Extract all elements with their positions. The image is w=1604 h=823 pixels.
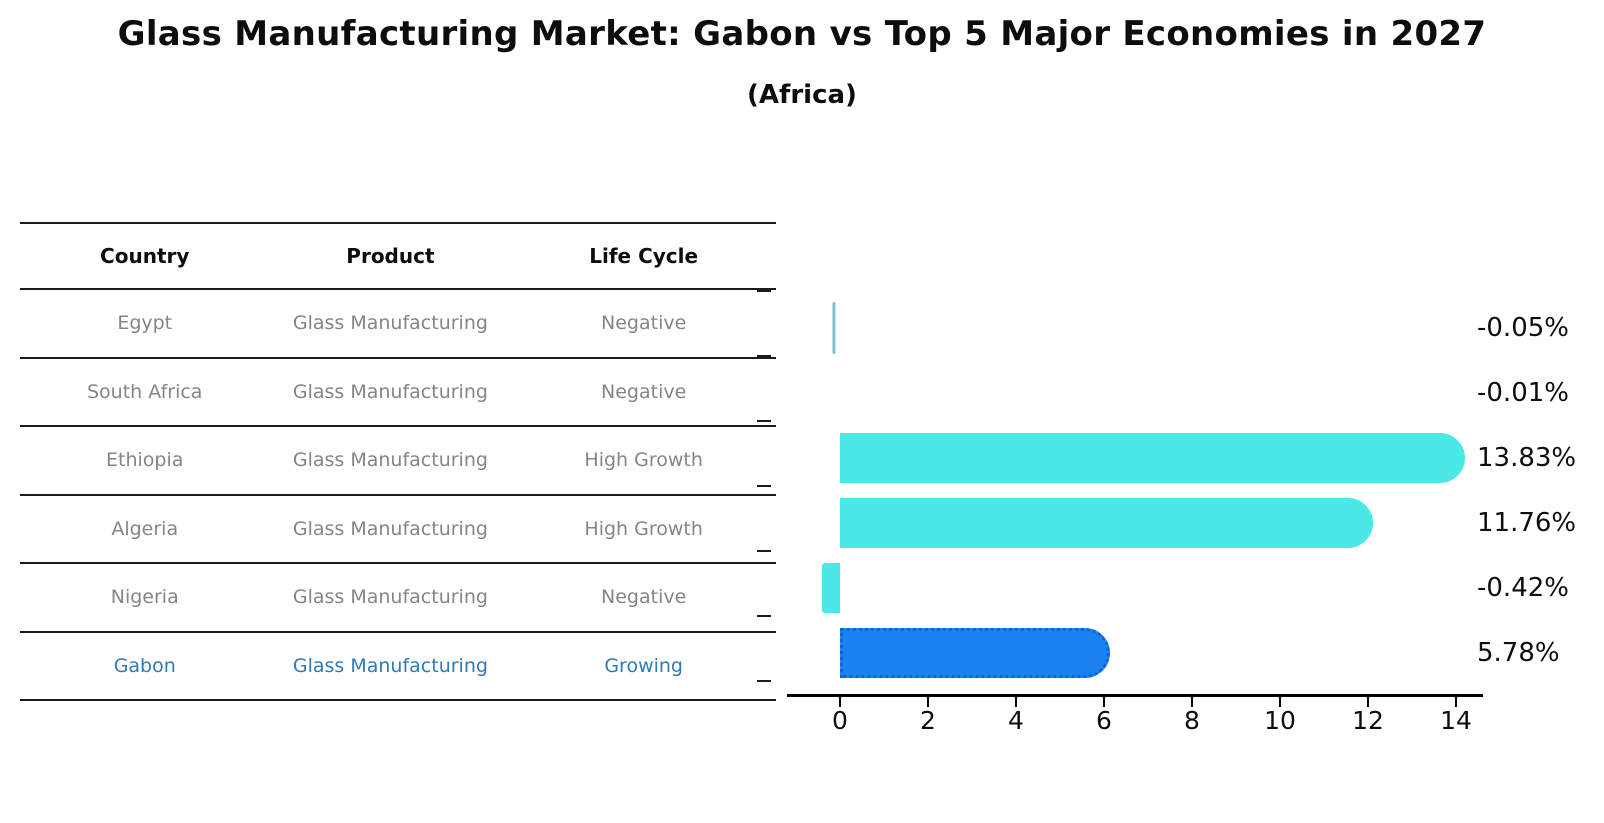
- x-axis-tick-label: 10: [1264, 706, 1296, 735]
- table-header-country: Country: [100, 244, 190, 268]
- x-axis-tick-label: 0: [832, 706, 848, 735]
- table-cell-country: Gabon: [113, 654, 176, 677]
- x-axis-tick: [1103, 697, 1105, 707]
- table-cell-lifecycle: Negative: [601, 586, 687, 609]
- table-header-product: Product: [346, 244, 435, 268]
- x-axis-tick: [1191, 697, 1193, 707]
- x-axis-tick: [1279, 697, 1281, 707]
- bar-value-label: -0.42%: [1477, 573, 1569, 603]
- x-axis-tick-label: 14: [1440, 706, 1472, 735]
- table-cell-product: Glass Manufacturing: [292, 654, 488, 677]
- chart-bar-ethiopia: [840, 433, 1465, 483]
- x-axis-tick-label: 12: [1352, 706, 1384, 735]
- bar-value-label: 5.78%: [1477, 638, 1560, 668]
- table-row: Algeria Glass Manufacturing High Growth: [20, 496, 776, 564]
- x-axis-tick-label: 8: [1184, 706, 1200, 735]
- table-row: Egypt Glass Manufacturing Negative: [20, 290, 776, 359]
- table-header-lifecycle: Life Cycle: [589, 244, 699, 268]
- x-axis-tick: [1455, 697, 1457, 707]
- table-row: Ethiopia Glass Manufacturing High Growth: [20, 427, 776, 496]
- chart-bar-gabon: [840, 628, 1111, 678]
- table-cell-product: Glass Manufacturing: [292, 380, 488, 403]
- table-row: South Africa Glass Manufacturing Negative: [20, 359, 776, 427]
- chart-bar-algeria: [840, 498, 1374, 548]
- table-cell-product: Glass Manufacturing: [292, 517, 488, 540]
- comparison-table: Country Product Life Cycle Egypt Glass Ma…: [20, 222, 776, 701]
- x-axis-tick-label: 2: [920, 706, 936, 735]
- chart-bar-egypt: [832, 302, 836, 354]
- x-axis-tick-label: 6: [1096, 706, 1112, 735]
- table-cell-lifecycle: Negative: [601, 380, 687, 403]
- table-cell-lifecycle: Growing: [604, 654, 683, 677]
- table-cell-product: Glass Manufacturing: [292, 312, 488, 335]
- table-cell-lifecycle: High Growth: [584, 517, 703, 540]
- table-cell-country: South Africa: [87, 380, 203, 403]
- table-cell-lifecycle: Negative: [601, 312, 687, 335]
- bar-value-label: 11.76%: [1477, 508, 1577, 538]
- table-cell-country: Ethiopia: [106, 449, 184, 472]
- bar-value-label: -0.05%: [1477, 313, 1569, 343]
- table-cell-product: Glass Manufacturing: [292, 586, 488, 609]
- table-cell-country: Nigeria: [110, 586, 179, 609]
- table-cell-country: Algeria: [111, 517, 179, 540]
- bar-value-label: 13.83%: [1477, 443, 1577, 473]
- table-row: Gabon Glass Manufacturing Growing: [20, 633, 776, 701]
- x-axis-tick: [1015, 697, 1017, 707]
- chart-bar-nigeria: [821, 563, 840, 613]
- x-axis-tick: [839, 697, 841, 707]
- table-cell-country: Egypt: [117, 312, 173, 335]
- x-axis-tick: [1367, 697, 1369, 707]
- table-row: Nigeria Glass Manufacturing Negative: [20, 564, 776, 633]
- table-header-row: Country Product Life Cycle: [20, 224, 776, 290]
- x-axis-line: [787, 694, 1483, 697]
- table-cell-product: Glass Manufacturing: [292, 449, 488, 472]
- x-axis-tick-label: 4: [1008, 706, 1024, 735]
- figure-subtitle: (Africa): [747, 80, 857, 110]
- table-cell-lifecycle: High Growth: [584, 449, 703, 472]
- x-axis-tick: [927, 697, 929, 707]
- figure-title: Glass Manufacturing Market: Gabon vs Top…: [117, 14, 1487, 54]
- bar-value-label: -0.01%: [1477, 378, 1569, 408]
